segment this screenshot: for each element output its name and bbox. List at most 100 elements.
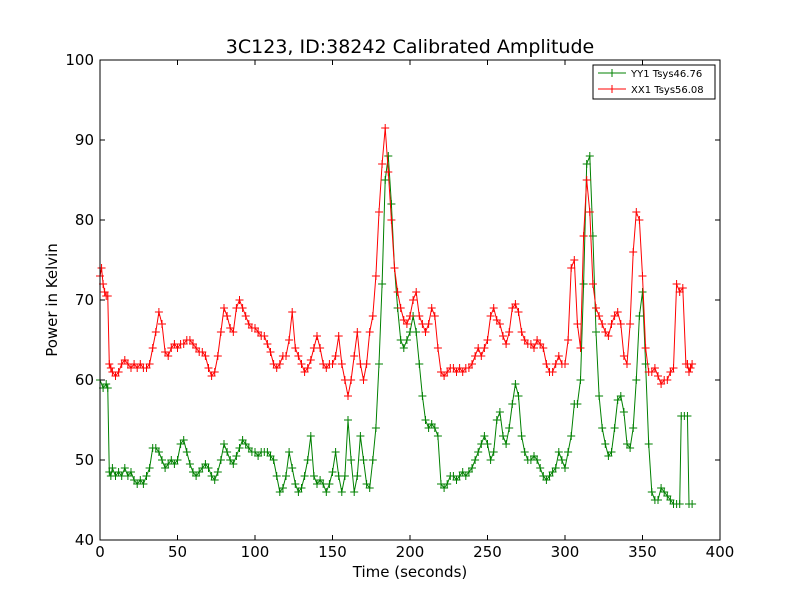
data-point: [675, 500, 684, 508]
data-point: [650, 364, 659, 372]
data-point: [288, 464, 297, 472]
data-point: [654, 372, 662, 380]
data-point: [502, 440, 511, 448]
data-point: [210, 476, 219, 484]
data-point: [582, 176, 591, 184]
data-point: [359, 376, 368, 384]
data-point: [378, 280, 387, 288]
data-point: [353, 472, 362, 480]
data-point: [616, 392, 625, 400]
data-point: [499, 332, 507, 340]
data-point: [238, 304, 247, 312]
data-point: [424, 320, 433, 328]
data-point: [316, 344, 325, 352]
data-point: [598, 320, 607, 328]
data-point: [114, 368, 123, 376]
data-point: [139, 480, 148, 488]
data-point: [288, 308, 297, 316]
data-point: [371, 424, 380, 432]
data-point: [663, 376, 672, 384]
data-point: [204, 464, 213, 472]
data-point: [368, 312, 377, 320]
data-point: [384, 168, 393, 176]
data-point: [471, 456, 480, 464]
data-point: [353, 328, 362, 336]
data-point: [619, 408, 628, 416]
x-tick-label: 300: [551, 543, 580, 561]
data-point: [148, 344, 157, 352]
data-point: [520, 448, 529, 456]
chart-title: 3C123, ID:38242 Calibrated Amplitude: [226, 36, 594, 58]
data-point: [291, 344, 300, 352]
data-point: [396, 304, 405, 312]
data-point: [595, 392, 604, 400]
data-point: [635, 216, 644, 224]
data-point: [561, 360, 569, 368]
x-tick-label: 150: [318, 543, 347, 561]
data-point: [340, 472, 349, 480]
data-point: [415, 312, 424, 320]
data-point: [362, 360, 371, 368]
data-point: [381, 176, 390, 184]
data-point: [489, 304, 498, 312]
legend: YY1 Tsys46.76 XX1 Tsys56.08: [592, 64, 716, 100]
data-point: [105, 360, 114, 368]
x-axis-label: Time (seconds): [352, 563, 468, 581]
data-point: [564, 448, 573, 456]
data-point: [607, 320, 616, 328]
data-point: [291, 480, 300, 488]
y-axis-label: Power in Kelvin: [43, 243, 61, 357]
legend-marker: [608, 85, 616, 93]
data-point: [536, 464, 545, 472]
data-point: [576, 376, 585, 384]
data-point: [390, 264, 399, 272]
legend-box: [592, 64, 716, 100]
data-point: [474, 448, 483, 456]
data-point: [313, 332, 321, 340]
data-point: [406, 312, 414, 320]
data-point: [185, 460, 194, 468]
data-point: [647, 488, 656, 496]
data-point: [356, 432, 365, 440]
data-point: [468, 360, 476, 368]
data-point: [623, 360, 631, 368]
data-point: [151, 328, 160, 336]
data-point: [179, 436, 188, 444]
data-point: [306, 432, 315, 440]
data-point: [399, 344, 408, 352]
data-point: [269, 456, 278, 464]
data-point: [635, 312, 644, 320]
data-point: [347, 456, 356, 464]
data-point: [688, 500, 697, 508]
data-point: [430, 312, 439, 320]
data-point: [514, 308, 523, 316]
data-point: [127, 468, 135, 476]
data-point: [235, 444, 244, 452]
data-point: [201, 352, 210, 360]
x-tick-label: 0: [95, 543, 105, 561]
data-point: [263, 340, 272, 348]
series-1: [96, 124, 697, 400]
y-tick-label: 40: [75, 531, 94, 549]
data-point: [564, 336, 573, 344]
data-point: [223, 448, 232, 456]
data-point: [344, 416, 352, 424]
data-point: [613, 308, 622, 316]
legend-label: XX1 Tsys56.08: [631, 85, 704, 96]
data-point: [387, 200, 396, 208]
data-point: [213, 352, 222, 360]
data-point: [106, 364, 115, 372]
data-point: [235, 296, 244, 304]
data-point: [502, 340, 511, 348]
data-point: [688, 360, 697, 368]
data-point: [557, 456, 566, 464]
data-point: [601, 440, 610, 448]
plot-series: [96, 124, 697, 508]
data-point: [629, 424, 638, 432]
data-point: [517, 328, 526, 336]
data-point: [686, 364, 695, 372]
data-point: [629, 248, 638, 256]
data-point: [517, 432, 526, 440]
x-tick-label: 100: [241, 543, 270, 561]
data-point: [108, 464, 117, 472]
